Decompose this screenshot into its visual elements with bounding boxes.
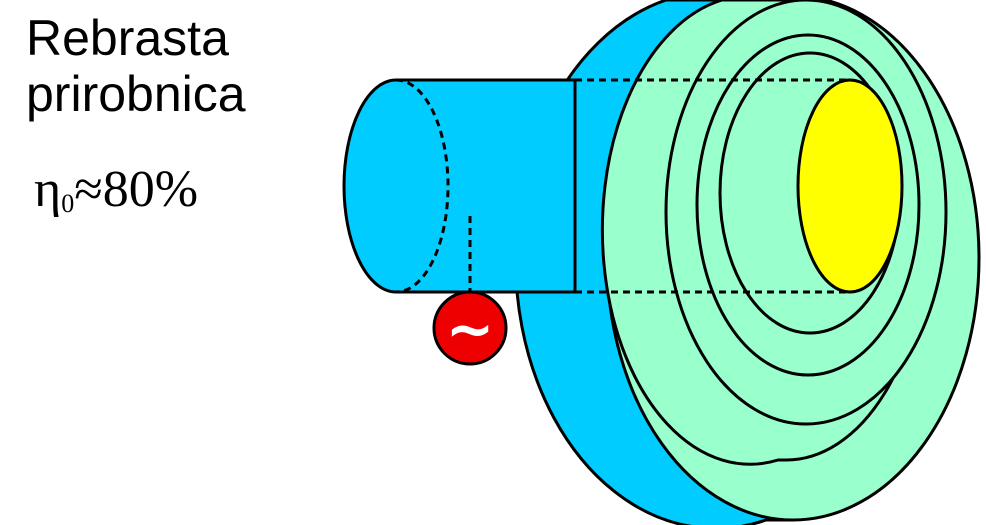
source-symbol: ~: [446, 295, 495, 363]
efficiency-label: η0≈80%: [34, 160, 198, 234]
title-line-2: prirobnica: [26, 66, 246, 122]
efficiency-symbol: η: [34, 161, 62, 218]
source-circle: [432, 290, 508, 366]
diagram-title: Rebrasta prirobnica: [26, 10, 246, 122]
efficiency-value: ≈80%: [74, 161, 199, 218]
cylinder-hidden-edge: [395, 78, 450, 294]
aperture: [796, 78, 904, 294]
waveguide-cylinder: [342, 78, 577, 294]
efficiency-subscript: 0: [61, 189, 75, 218]
title-line-1: Rebrasta: [26, 10, 229, 66]
